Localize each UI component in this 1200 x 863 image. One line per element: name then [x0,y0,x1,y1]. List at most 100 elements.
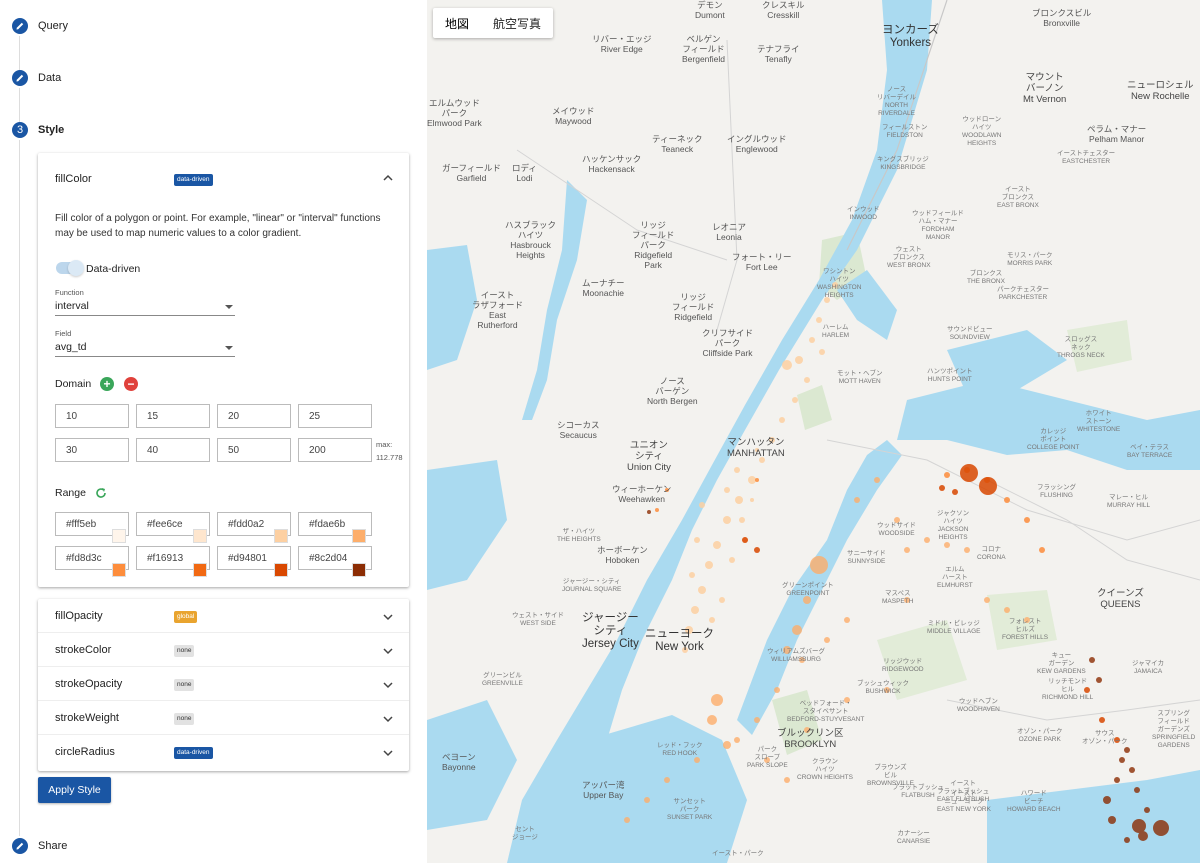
domain-input[interactable]: 20 [217,404,291,428]
field-label: Field [55,329,72,338]
field-value: avg_td [55,341,87,353]
chevron-down-icon[interactable] [381,712,395,726]
map-place-label: ブルックリン区 BROOKLYN [777,728,844,750]
map-place-label: リッジ フィールド パーク Ridgefield Park [632,220,675,270]
domain-input[interactable]: 50 [217,438,291,462]
map-place-label: リッジ フィールド Ridgefield [672,292,715,322]
chevron-down-icon[interactable] [381,678,395,692]
map-place-label: リバー・エッジ River Edge [592,34,652,54]
color-swatch[interactable] [112,529,126,543]
step-data-label: Data [38,72,62,84]
apply-style-button[interactable]: Apply Style [38,777,111,803]
domain-input[interactable]: 10 [55,404,129,428]
none-badge: none [174,645,195,657]
global-badge: global [174,611,198,623]
step-data[interactable]: Data [12,68,61,88]
map-place-label: イースト ニューヨーク EAST NEW YORK [937,790,991,813]
map-place-label: イースト ラザフォード East Rutherford [472,290,524,330]
map-place-label: ジャージー・シティ JOURNAL SQUARE [562,578,622,593]
color-swatch[interactable] [274,529,288,543]
map-place-label: クレスキル Cresskill [762,0,805,20]
chevron-down-icon[interactable] [381,644,395,658]
map-place-label: テナフライ Tenafly [757,44,800,64]
map-place-label: ウィリアムズバーグ WILLIAMSBURG [767,648,826,663]
map-place-label: ハワード ビーチ HOWARD BEACH [1007,790,1061,813]
map-place-label: ブラウンズ ビル BROWNSVILLE [867,764,914,787]
domain-input[interactable]: 40 [136,438,210,462]
function-select[interactable]: interval [55,300,235,316]
map-tab-satellite[interactable]: 航空写真 [493,17,542,31]
step-share-label: Share [38,840,68,852]
color-swatch[interactable] [274,563,288,577]
map-place-label: ブッシュウィック BUSHWICK [857,680,909,695]
color-swatch[interactable] [352,529,366,543]
fill-opacity-row[interactable]: fillOpacity global [38,599,409,633]
circle-radius-row[interactable]: circleRadius data-driven [38,735,409,769]
map-view[interactable]: 地図 航空写真 デモン Dumont クレスキル Cresskill ヨンカーズ Yonk… [427,0,1200,863]
map-place-label: イースト フラットブッシュ EAST FLATBUSH [937,780,990,803]
range-color-input[interactable]: #fdae6b [298,512,372,536]
map-place-label: ヨンカーズ Yonkers [882,24,939,49]
map-place-label: クイーンズ QUEENS [1097,588,1144,610]
map-place-label: ザ・ハイツ THE HEIGHTS [557,528,601,543]
domain-input[interactable]: 30 [55,438,129,462]
property-title: strokeOpacity [55,678,123,690]
step-connector [19,36,20,74]
stroke-weight-row[interactable]: strokeWeight none [38,701,409,735]
refresh-icon[interactable] [95,487,107,499]
add-domain-button[interactable]: + [100,377,114,391]
step-number: 3 [12,122,28,138]
map-type-toggle: 地図 航空写真 [433,8,554,38]
map-place-label: ベルゲン フィールド Bergenfield [682,34,726,64]
chevron-up-icon[interactable] [381,171,395,185]
property-title: fillOpacity [55,610,103,622]
map-tab-map[interactable]: 地図 [445,17,470,31]
map-place-label: ホーボーケン Hoboken [597,545,648,565]
map-place-label: リッチモンド ヒル RICHMOND HILL [1042,678,1094,701]
none-badge: none [174,713,195,725]
chevron-down-icon[interactable] [381,746,395,760]
map-place-label: ホワイト ストーン WHITESTONE [1077,410,1121,433]
map-place-label: ウッドローン ハイツ WOODLAWN HEIGHTS [962,116,1002,147]
color-swatch[interactable] [193,563,207,577]
domain-max: max: 112.778 [376,438,403,464]
domain-input[interactable]: 25 [298,404,372,428]
edit-pencil-icon [12,18,28,34]
map-place-label: リッジウッド RIDGEWOOD [882,658,924,673]
map-place-label: グリーンポイント GREENPOINT [782,582,834,597]
map-place-label: セント ジョージ [512,826,538,841]
fill-color-header[interactable]: fillColor data-driven [38,153,409,199]
map-place-label: イングルウッド Englewood [727,134,787,154]
color-swatch[interactable] [352,563,366,577]
function-value: interval [55,300,89,312]
style-panel: Query Data 3 Style Share fillColor data-… [0,0,427,863]
map-place-label: イースト ブロンクス EAST BRONX [997,186,1039,209]
map-place-label: ニューロシェル New Rochelle [1127,80,1194,102]
map-place-label: シコーカス Secaucus [557,420,600,440]
stroke-color-row[interactable]: strokeColor none [38,633,409,667]
map-place-label: ハンツポイント HUNTS POINT [927,368,973,383]
stroke-opacity-row[interactable]: strokeOpacity none [38,667,409,701]
domain-input[interactable]: 15 [136,404,210,428]
remove-domain-button[interactable]: − [124,377,138,391]
map-place-label: マウント バーノン Mt Vernon [1023,72,1067,105]
color-swatch[interactable] [112,563,126,577]
map-place-label: ベイ・テラス BAY TERRACE [1127,444,1173,459]
domain-input[interactable]: 200 [298,438,372,462]
chevron-down-icon[interactable] [381,610,395,624]
map-place-label: キュー ガーデン KEW GARDENS [1037,652,1086,675]
map-place-label: ティーネック Teaneck [652,134,703,154]
map-place-label: フォレスト ヒルズ FOREST HILLS [1002,618,1049,641]
step-style[interactable]: 3 Style [12,120,64,140]
domain-max-value: 112.778 [376,453,403,462]
map-place-label: フラッシング FLUSHING [1037,484,1076,499]
map-place-label: ワシントン ハイツ WASHINGTON HEIGHTS [817,268,862,299]
map-base [427,0,1200,863]
property-title: circleRadius [55,746,115,758]
step-query[interactable]: Query [12,16,68,36]
step-share[interactable]: Share [12,836,67,856]
color-swatch[interactable] [193,529,207,543]
data-driven-toggle[interactable] [56,260,84,276]
map-place-label: グリーンビル GREENVILLE [482,672,523,687]
field-select[interactable]: avg_td [55,341,235,357]
